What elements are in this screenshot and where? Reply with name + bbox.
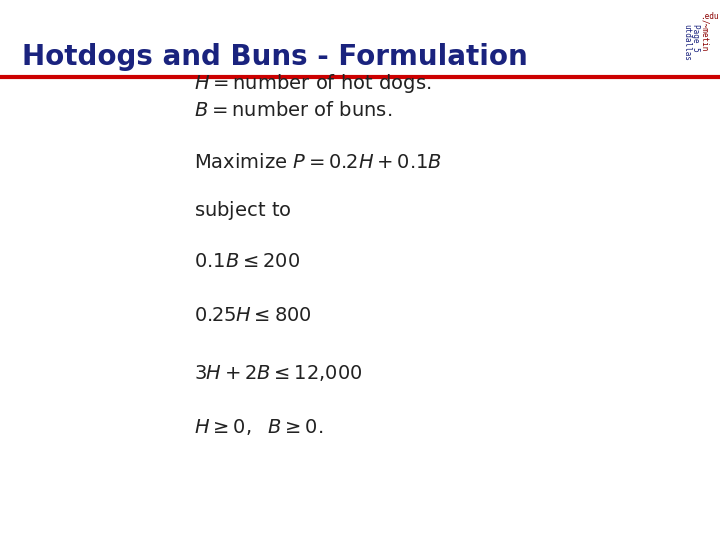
Text: .edu: .edu	[700, 12, 719, 21]
Text: /~metin: /~metin	[700, 19, 708, 51]
Text: Page 5: Page 5	[691, 24, 700, 52]
Text: utdallas: utdallas	[683, 24, 691, 62]
Text: $H \geq 0,\ \ B \geq 0.$: $H \geq 0,\ \ B \geq 0.$	[194, 416, 324, 437]
Text: $0.25H \leq 800$: $0.25H \leq 800$	[194, 307, 312, 325]
Text: $0.1B \leq 200$: $0.1B \leq 200$	[194, 253, 300, 271]
Text: Hotdogs and Buns - Formulation: Hotdogs and Buns - Formulation	[22, 43, 527, 71]
Text: $H = \mathrm{number\ of\ hot\ dogs.}$: $H = \mathrm{number\ of\ hot\ dogs.}$	[194, 72, 432, 95]
Text: $B = \mathrm{number\ of\ buns.}$: $B = \mathrm{number\ of\ buns.}$	[194, 101, 392, 120]
Text: $\mathrm{Maximize}\ P = 0.2H + 0.1B$: $\mathrm{Maximize}\ P = 0.2H + 0.1B$	[194, 152, 443, 172]
Text: $\mathrm{subject\ to}$: $\mathrm{subject\ to}$	[194, 199, 292, 222]
Text: $3H + 2B \leq 12{,}000$: $3H + 2B \leq 12{,}000$	[194, 362, 363, 383]
